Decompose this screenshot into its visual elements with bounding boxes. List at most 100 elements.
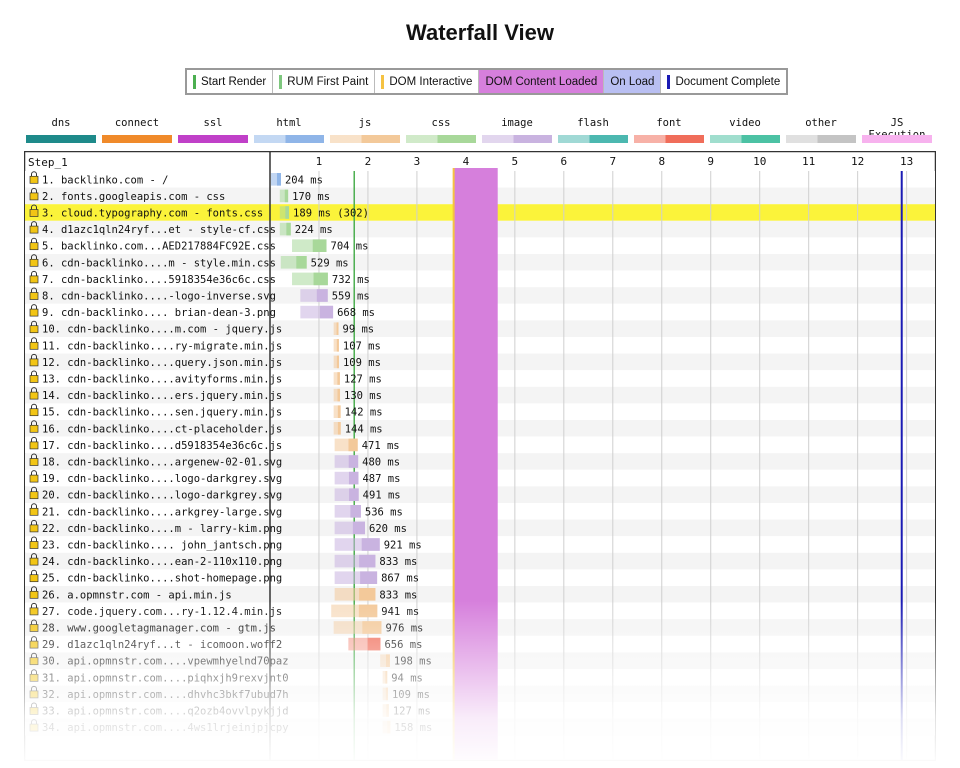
dom-content-loaded-band	[453, 168, 498, 760]
event-legend-label: Document Complete	[675, 75, 781, 88]
request-bar-download	[350, 505, 361, 518]
lock-icon	[29, 673, 39, 682]
row-time-label: 941 ms	[381, 606, 419, 618]
row-label: 20. cdn-backlinko....logo-darkgrey.svg	[42, 490, 282, 502]
type-legend-label: ssl	[203, 117, 223, 129]
row-label: 19. cdn-backlinko....logo-darkgrey.svg	[42, 473, 282, 485]
request-bar-download	[359, 554, 376, 568]
row-label: 6. cdn-backlinko....m - style.min.css	[42, 257, 276, 269]
row-time-label: 204 ms	[285, 174, 323, 186]
type-legend-item: flash	[558, 117, 628, 143]
lock-icon	[31, 204, 37, 210]
request-bar-download	[385, 687, 388, 701]
row-label: 24. cdn-backlinko....ean-2-110x110.png	[42, 556, 282, 568]
x-tick-label: 3	[414, 155, 421, 168]
lock-icon	[31, 519, 37, 525]
request-bar-wait	[333, 339, 339, 352]
request-bar-download	[337, 405, 341, 418]
row-time-label: 127 ms	[393, 706, 431, 718]
row-label: 7. cdn-backlinko....5918354e36c6c.css	[42, 274, 276, 286]
x-tick-label: 1	[316, 155, 323, 168]
row-label: 31. api.opmnstr.com....piqhxjh9rexvjnt0	[42, 672, 289, 684]
event-legend-item: Start Render	[187, 70, 274, 93]
type-legend-label: connect	[114, 117, 160, 129]
type-legend-item: html	[254, 117, 324, 143]
row-label: 23. cdn-backlinko.... john_jantsch.png	[42, 540, 282, 552]
row-label: 13. cdn-backlinko....avityforms.min.js	[42, 374, 282, 386]
x-tick-label: 9	[707, 155, 714, 168]
row-time-label: 170 ms	[292, 191, 330, 203]
row-label: 5. backlinko.com...AED217884FC92E.css	[42, 241, 276, 253]
lock-icon	[29, 524, 39, 533]
row-time-label: 732 ms	[332, 274, 370, 286]
request-bar-download	[316, 289, 328, 302]
lock-icon	[31, 553, 37, 559]
lock-icon	[29, 358, 39, 367]
row-time-label: 921 ms	[384, 540, 422, 552]
type-legend-label: video	[729, 117, 761, 129]
row-label: 28. www.googletagmanager.com - gtm.js	[42, 623, 276, 635]
lock-icon	[29, 441, 39, 450]
type-legend-label: html	[276, 117, 302, 129]
lock-icon	[29, 541, 39, 549]
type-legend-swatch	[482, 135, 552, 143]
type-legend-label: flash	[577, 117, 609, 129]
row-time-label: 142 ms	[345, 407, 383, 419]
type-legend-swatch	[26, 135, 96, 143]
x-tick-label: 8	[658, 155, 665, 168]
request-bar-wait	[279, 206, 290, 219]
type-legend-item: other	[786, 117, 856, 143]
lock-icon	[29, 640, 39, 649]
type-legend-label: js	[358, 117, 372, 129]
event-legend-item: Document Complete	[661, 70, 786, 93]
lock-icon	[29, 690, 39, 699]
row-time-label: 491 ms	[363, 490, 401, 502]
lock-icon	[29, 707, 39, 715]
lock-icon	[31, 470, 37, 476]
type-legend-item: font	[634, 117, 704, 143]
lock-icon	[31, 237, 37, 243]
type-legend-swatch	[254, 135, 324, 143]
request-bar-download	[358, 604, 378, 618]
row-label: 17. cdn-backlinko....d5918354e36c6c.js	[42, 440, 282, 452]
row-time-label: 109 ms	[392, 689, 430, 701]
request-bar-download	[336, 355, 339, 369]
lock-icon	[29, 590, 39, 599]
event-legend-label: DOM Content Loaded	[485, 75, 598, 88]
type-legend-label: other	[805, 117, 837, 129]
event-legend-label: DOM Interactive	[389, 75, 473, 88]
row-label: 22. cdn-backlinko....m - larry-kim.png	[42, 523, 282, 535]
request-bar-download	[349, 488, 359, 501]
lock-icon	[31, 453, 37, 459]
row-time-label: 704 ms	[331, 241, 369, 253]
request-bar-download	[319, 305, 334, 319]
row-label: 12. cdn-backlinko....query.json.min.js	[42, 357, 282, 369]
lock-icon	[31, 353, 37, 359]
lock-icon	[29, 275, 39, 284]
x-tick-label: 11	[802, 155, 815, 168]
row-label: 29. d1azc1qln24ryf...t - icomoon.woff2	[42, 639, 282, 651]
row-time-label: 130 ms	[344, 390, 382, 402]
type-legend-swatch	[634, 135, 704, 143]
event-swatch	[193, 74, 196, 89]
request-bar-download	[385, 671, 388, 684]
row-time-label: 94 ms	[391, 672, 423, 684]
type-legend-item: ssl	[178, 117, 248, 143]
event-legend-label: RUM First Paint	[287, 75, 369, 88]
lock-icon	[29, 325, 39, 334]
step-label: Step_1	[28, 156, 68, 169]
type-legend-item: css	[406, 117, 476, 143]
row-time-label: 668 ms	[337, 307, 375, 319]
row-label: 21. cdn-backlinko....arkgrey-large.svg	[42, 506, 282, 518]
request-bar-wait	[279, 189, 289, 203]
row-label: 30. api.opmnstr.com....vpewmhyelnd70paz	[42, 656, 289, 668]
row-label: 11. cdn-backlinko....ry-migrate.min.js	[42, 340, 282, 352]
x-tick-label: 12	[851, 155, 864, 168]
x-tick-label: 2	[365, 155, 372, 168]
type-legend-item: js	[330, 117, 400, 143]
lock-icon	[31, 503, 37, 509]
lock-icon	[29, 408, 39, 417]
lock-icon	[29, 242, 39, 251]
lock-icon	[31, 370, 37, 376]
